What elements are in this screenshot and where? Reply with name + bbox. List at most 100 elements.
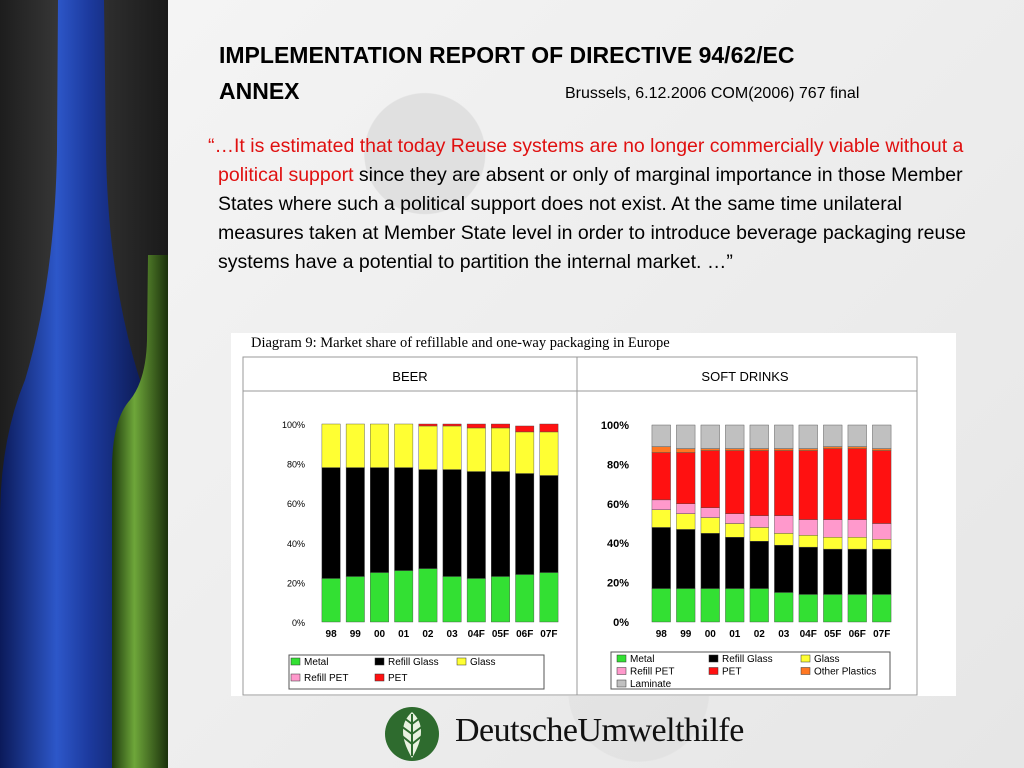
bar-segment-refill-glass [774,544,794,593]
x-tick-label: 00 [705,629,717,640]
legend-item: Laminate [630,679,672,690]
bar-segment-refill-pet [823,519,843,538]
bar-segment-metal [847,594,867,623]
bar-segment-metal [442,576,462,623]
bar-segment-glass [394,423,414,468]
bar-segment-glass [370,423,389,468]
y-tick-label: 60% [287,499,305,509]
bar-segment-other-plastics [847,446,867,449]
slide-title: IMPLEMENTATION REPORT OF DIRECTIVE 94/62… [219,42,795,68]
bar-segment-metal [491,576,510,623]
bar-segment-refill-glass [539,475,559,573]
bar-segment-pet [515,425,535,433]
bar-segment-laminate [700,424,720,449]
legend-box [610,651,891,690]
bar-segment-metal [321,578,341,623]
bar-segment-metal [515,574,535,623]
bottles-illustration [0,0,168,768]
legend-item: Refill Glass [388,657,439,668]
bar-segment-refill-glass [321,467,341,579]
legend-swatch [800,654,811,663]
bar-segment-other-plastics [651,446,671,453]
legend-item: Glass [814,654,840,665]
bar-segment-glass [442,425,462,470]
x-tick-label: 00 [374,629,386,640]
x-tick-label: 05F [824,629,841,640]
bar-segment-glass [345,423,365,468]
bar-segment-glass [515,431,535,474]
bar-segment-metal [676,588,696,623]
bar-segment-refill-glass [442,469,462,577]
bar-segment-refill-pet [749,515,769,528]
bar-segment-pet [466,423,486,429]
bar-segment-glass [798,535,818,548]
bar-segment-metal [725,588,745,623]
bar-segment-metal [798,594,818,623]
x-tick-label: 07F [873,629,890,640]
bar-segment-refill-glass [676,529,696,589]
legend-swatch [290,673,301,682]
bar-segment-refill-glass [394,467,414,571]
y-tick-label: 60% [607,499,629,511]
bar-segment-refill-glass [872,548,892,595]
x-tick-label: 01 [729,629,741,640]
bar-segment-metal [872,594,892,623]
bar-segment-refill-glass [418,469,438,569]
legend-swatch [800,667,811,675]
bottle-photo [0,0,168,768]
bar-segment-glass [847,537,867,550]
legend-swatch [616,679,627,688]
bar-segment-glass [491,427,510,472]
y-tick-label: 80% [607,459,629,471]
x-tick-label: 05F [492,629,509,640]
x-tick-label: 07F [540,629,557,640]
bar-segment-refill-glass [798,546,818,595]
x-tick-label: 06F [849,629,866,640]
bar-segment-glass [418,425,438,470]
x-tick-label: 98 [326,629,338,640]
bar-segment-glass [321,423,341,468]
legend-item: PET [388,673,407,684]
bar-segment-glass [700,517,720,534]
bar-segment-refill-glass [491,471,510,577]
bar-segment-pet [491,423,510,429]
bar-segment-glass [676,513,696,530]
bar-segment-metal [466,578,486,623]
bar-segment-refill-pet [676,503,696,514]
y-tick-label: 40% [287,539,305,549]
bar-segment-laminate [774,424,794,449]
bar-segment-pet [798,450,818,520]
bar-segment-refill-glass [749,541,769,589]
x-tick-label: 99 [350,629,362,640]
legend-swatch [708,667,719,675]
bar-segment-refill-glass [466,471,486,579]
bar-segment-pet [651,452,671,501]
quote-highlight: “…It is estimated that today Reuse syste… [208,135,964,186]
bar-segment-metal [345,576,365,623]
bar-segment-pet [725,450,745,514]
bar-segment-pet [847,448,867,520]
bar-segment-refill-pet [872,523,892,540]
bar-segment-laminate [651,424,671,447]
bar-segment-refill-pet [847,519,867,538]
y-tick-label: 20% [607,578,629,590]
x-tick-label: 02 [422,629,434,640]
legend-swatch [290,657,301,666]
x-tick-label: 98 [656,629,668,640]
quote-block: “…It is estimated that today Reuse syste… [208,132,988,277]
bar-segment-refill-pet [651,499,671,510]
figure-caption: Diagram 9: Market share of refillable an… [251,335,670,351]
bar-segment-glass [749,527,769,542]
bar-segment-refill-pet [774,515,794,534]
bar-segment-refill-glass [847,548,867,595]
bar-segment-metal [394,570,414,623]
bar-segment-glass [774,533,794,546]
legend-swatch [456,657,467,666]
legend-swatch [374,657,385,666]
quote-text: since they are absent or only of margina… [218,164,966,273]
y-tick-label: 40% [607,538,629,550]
legend-item: Refill PET [630,667,674,678]
bar-segment-metal [370,572,389,623]
legend-item: Other Plastics [814,667,876,678]
bar-segment-laminate [725,424,745,449]
